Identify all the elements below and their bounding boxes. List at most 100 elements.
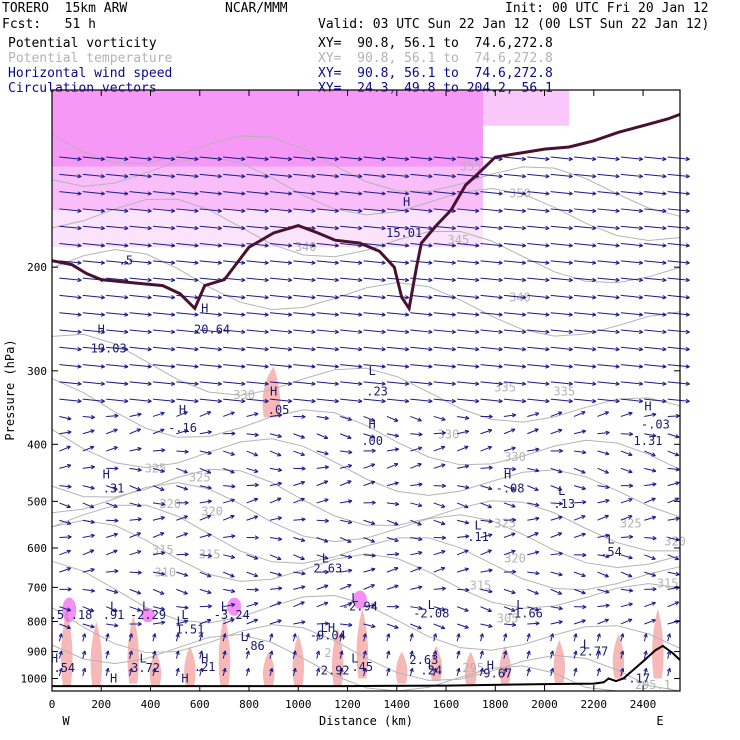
vector <box>58 650 63 659</box>
vector-head <box>324 465 329 470</box>
vector <box>199 467 212 474</box>
vector <box>129 398 152 402</box>
vector-head <box>498 295 503 300</box>
vector <box>573 633 577 642</box>
vector <box>550 552 563 556</box>
vector <box>316 191 339 195</box>
vector-head <box>160 620 166 625</box>
vector-head <box>558 572 563 577</box>
vector-head <box>277 586 283 591</box>
vector-head <box>175 650 180 655</box>
vector-head <box>207 604 212 609</box>
vector-head <box>394 447 400 452</box>
vector <box>223 294 246 299</box>
vector <box>363 208 386 212</box>
vector-head <box>440 521 446 526</box>
vector-head <box>241 398 246 404</box>
vector <box>667 346 690 350</box>
vector-head <box>231 534 236 539</box>
vector <box>410 156 433 160</box>
vector-head <box>581 485 586 491</box>
vector-head <box>651 452 656 457</box>
pv-label: H <box>181 672 188 686</box>
vector <box>457 225 480 229</box>
vector <box>480 346 503 350</box>
vector <box>82 446 95 452</box>
vector <box>363 346 386 350</box>
vector-head <box>160 428 165 433</box>
vector-head <box>124 260 129 265</box>
vector-head <box>66 445 71 450</box>
pv-label: 3.72 <box>131 661 160 675</box>
vector-head <box>230 514 235 519</box>
vector-head <box>628 588 634 593</box>
vector <box>269 467 282 471</box>
vector <box>223 450 235 456</box>
vector <box>82 156 105 160</box>
vector-head <box>638 381 644 386</box>
vector <box>410 463 422 469</box>
vector <box>386 173 409 178</box>
vector <box>129 668 133 676</box>
vector-head <box>404 329 410 335</box>
vector-head <box>175 667 180 673</box>
vector <box>129 571 142 574</box>
vector-head <box>241 364 246 369</box>
vector-head <box>428 346 433 352</box>
vector <box>643 633 647 642</box>
vector-head <box>194 312 199 317</box>
vector-head <box>638 174 644 179</box>
vector-head <box>666 633 672 638</box>
vector-head <box>198 667 204 673</box>
vector-head <box>451 329 456 335</box>
vector-head <box>582 552 587 558</box>
vector-head <box>347 416 352 422</box>
axes: 0 200 400 600 800 1000 1200 1400 1600 1800 2000 220… <box>21 90 680 711</box>
vector <box>574 364 597 368</box>
vector <box>503 260 526 264</box>
vector <box>58 668 63 676</box>
vector-head <box>370 434 376 439</box>
vector <box>82 485 95 489</box>
vector-head <box>358 346 363 352</box>
vector-head <box>89 549 95 554</box>
vector <box>433 415 446 421</box>
vector <box>667 554 679 560</box>
vector-head <box>592 346 597 352</box>
vector <box>269 433 282 438</box>
vector-head <box>638 260 644 265</box>
vector <box>269 277 292 281</box>
vector <box>480 569 493 573</box>
vector <box>433 567 446 573</box>
vector <box>340 277 363 281</box>
vector <box>386 346 409 350</box>
vector <box>386 312 409 316</box>
vector-head <box>479 633 484 638</box>
vector-head <box>568 208 573 213</box>
vector-head <box>206 573 212 578</box>
vector <box>527 532 539 538</box>
vector-head <box>464 624 469 629</box>
vector-head <box>183 532 188 537</box>
vector <box>480 208 503 212</box>
vector-head <box>137 412 142 417</box>
vector-head <box>568 277 573 283</box>
vector <box>457 485 470 489</box>
vector-head <box>381 156 386 162</box>
vector-head <box>488 465 493 470</box>
pv-label: .23 <box>366 384 388 398</box>
vector <box>340 294 363 299</box>
vector <box>129 381 152 385</box>
vector <box>644 602 656 608</box>
vector-head <box>417 625 422 630</box>
vector-head <box>277 536 283 542</box>
vector <box>82 346 105 350</box>
vector <box>293 277 316 281</box>
vector <box>223 208 246 212</box>
vector <box>480 260 503 264</box>
vector-head <box>662 208 667 213</box>
vector-head <box>152 633 157 638</box>
pv-label: L <box>322 551 329 565</box>
vector <box>129 518 142 521</box>
vector-head <box>206 469 212 474</box>
